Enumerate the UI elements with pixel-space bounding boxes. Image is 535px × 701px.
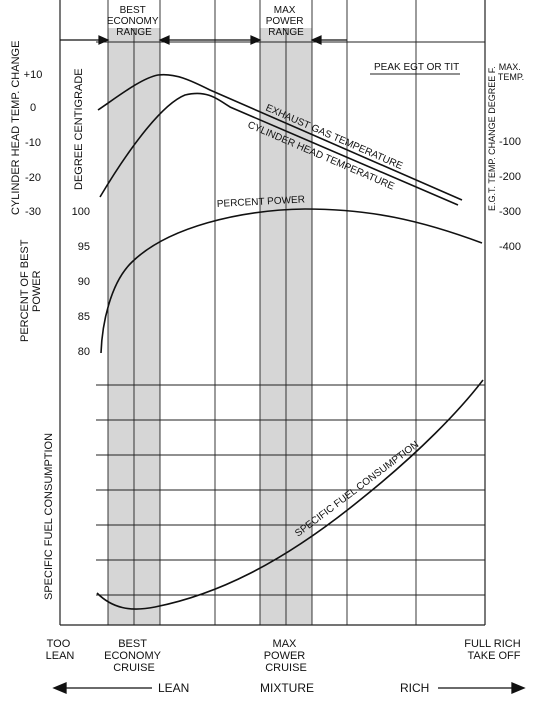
- svg-text:95: 95: [78, 241, 90, 253]
- cht-curve: [99, 92, 459, 206]
- svg-text:-300: -300: [499, 206, 521, 218]
- range-arrows: [60, 35, 347, 45]
- egt-curve: [97, 73, 463, 201]
- lean-label: LEAN: [158, 681, 189, 695]
- peak-egt-label: PEAK EGT OR TIT: [374, 62, 459, 73]
- degree-centigrade-label: DEGREE CENTIGRADE: [73, 68, 85, 190]
- egt-axis-title: E.G.T. TEMP. CHANGE DEGREE F.: [487, 66, 497, 211]
- rich-label: RICH: [400, 681, 429, 695]
- svg-text:0: 0: [30, 102, 36, 114]
- percent-power-curve: [100, 208, 483, 354]
- svg-text:-400: -400: [499, 241, 521, 253]
- mixture-arrows: [52, 682, 526, 694]
- curves: [96, 73, 484, 610]
- sfc-curve: [96, 379, 484, 610]
- cht-ticks: +10 0 -10 -20 -30: [24, 69, 43, 218]
- svg-text:80: 80: [78, 346, 90, 358]
- cht-axis-title: CYLINDER HEAD TEMP. CHANGE: [10, 41, 22, 215]
- svg-text:90: 90: [78, 276, 90, 288]
- egt-ticks: -100 -200 -300 -400: [499, 136, 521, 253]
- max-power-range-label: MAX POWER RANGE: [266, 5, 307, 38]
- max-temp-label: MAX. TEMP.: [498, 62, 524, 82]
- vertical-grid: [107, 0, 417, 625]
- lean-arrowhead: [52, 682, 67, 694]
- svg-text:-100: -100: [499, 136, 521, 148]
- svg-text:-10: -10: [25, 137, 41, 149]
- best-economy-cruise-label: BEST ECONOMY CRUISE: [104, 638, 164, 674]
- svg-text:+10: +10: [24, 69, 43, 81]
- svg-text:-200: -200: [499, 171, 521, 183]
- sfc-axis-title: SPECIFIC FUEL CONSUMPTION: [43, 433, 55, 600]
- percent-power-axis-title: PERCENT OF BEST POWER: [19, 237, 43, 342]
- percent-power-curve-label: PERCENT POWER: [217, 194, 306, 210]
- svg-text:-30: -30: [25, 206, 41, 218]
- max-power-cruise-label: MAX POWER CRUISE: [264, 638, 309, 674]
- svg-text:85: 85: [78, 311, 90, 323]
- mixture-label: MIXTURE: [260, 681, 314, 695]
- power-ticks: 100 95 90 85 80: [72, 206, 90, 358]
- grid-frame: [59, 0, 486, 626]
- rich-arrowhead: [511, 682, 526, 694]
- too-lean-label: TOO LEAN: [46, 638, 75, 662]
- svg-text:-20: -20: [25, 172, 41, 184]
- horizontal-grid: [96, 41, 485, 596]
- full-rich-label: FULL RICH TAKE OFF: [464, 638, 524, 662]
- best-economy-range-label: BEST ECONOMY RANGE: [107, 5, 161, 38]
- svg-text:100: 100: [72, 206, 90, 218]
